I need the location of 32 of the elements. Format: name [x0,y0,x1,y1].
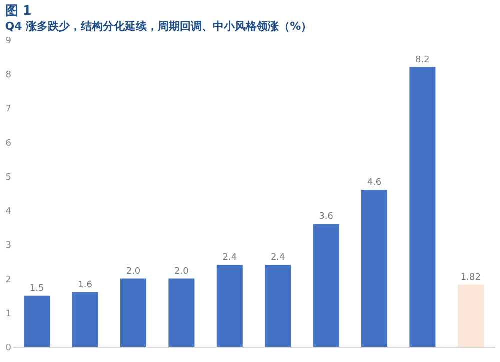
bar [72,292,98,347]
y-tick-label: 3 [6,241,12,252]
y-tick-label: 6 [6,138,12,149]
y-tick-label: 5 [6,172,12,183]
chart-subtitle: Q4 涨多跌少，结构分化延续，周期回调、中小风格领涨（%） [5,20,312,33]
data-label: 1.82 [460,272,481,283]
data-label: 3.6 [319,212,334,222]
data-label: 2.4 [270,253,286,264]
y-tick-label: 0 [6,344,12,354]
data-label: 1.5 [30,284,44,294]
bar [168,278,195,347]
bar [313,224,340,347]
bar [120,278,146,347]
data-label: 2.0 [174,266,190,277]
bar [216,265,243,347]
data-label: 2.0 [126,266,141,277]
bar [265,265,292,347]
y-tick-label: 2 [6,275,12,286]
y-tick-label: 7 [6,104,12,115]
y-tick-label: 9 [6,36,12,46]
bar [24,296,50,347]
data-label: 4.6 [367,178,382,188]
bar [410,67,436,347]
data-label: 1.6 [78,280,93,290]
bar [458,284,484,347]
y-tick-label: 1 [6,309,12,320]
data-label: 8.2 [416,55,430,66]
y-tick-label: 8 [6,70,12,81]
bar [362,190,388,347]
chart-title: 图 1 [5,4,32,19]
data-label: 2.4 [222,253,238,264]
y-tick-label: 4 [6,207,12,218]
